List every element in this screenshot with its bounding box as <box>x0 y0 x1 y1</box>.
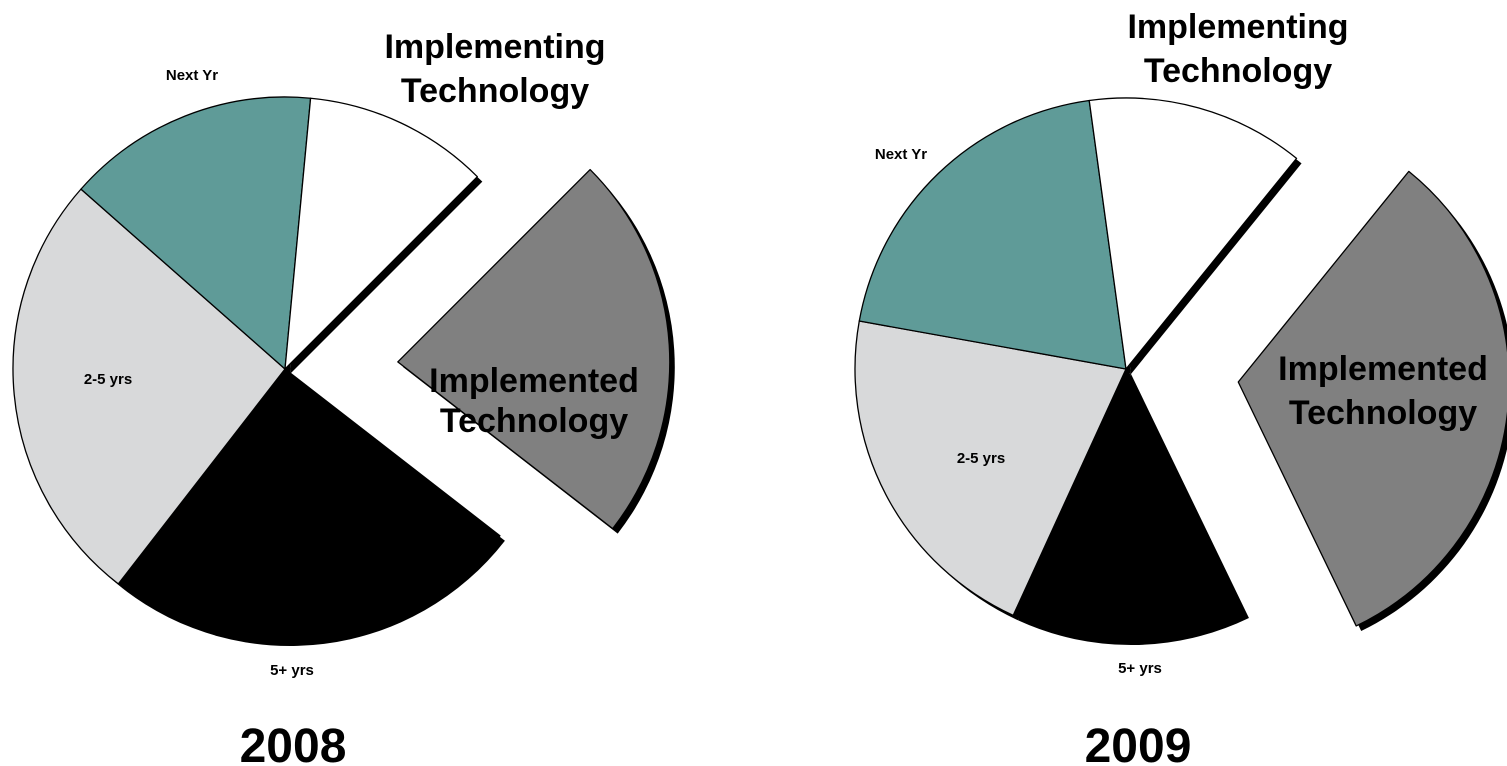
pie-chart-2008: Implemented Technology 5+ yrs 2-5 yrs Next Y… <box>12 28 675 766</box>
slice-implemented-technology <box>397 168 671 530</box>
slice-label-implemented-technology: Implemented Technology <box>1278 350 1488 432</box>
slice-implementing-technology <box>284 97 478 370</box>
slice-implemented-technology <box>1237 170 1507 627</box>
slice-label-next-yr: Next Yr <box>166 67 218 84</box>
slice-label-next-yr: Next Yr <box>875 146 927 163</box>
pie-chart-2009: Implemented Technology 5+ yrs 2-5 yrs Next Y… <box>854 8 1507 766</box>
slice-2-5-yrs <box>854 320 1127 617</box>
slice-label-implementing-technology: Implementing Technology <box>384 28 605 110</box>
chart-title: 2008 <box>240 720 347 766</box>
slice-2-5-yrs <box>12 188 286 585</box>
pie-slices <box>854 97 1507 641</box>
slice-implementing-technology <box>1088 97 1298 370</box>
slice-label-2-5-yrs: 2-5 yrs <box>957 450 1005 467</box>
chart-title: 2009 <box>1085 720 1192 766</box>
slice-label-implementing-technology: Implementing Technology <box>1127 8 1348 90</box>
slice-5-yrs <box>117 368 501 642</box>
slice-label-5-yrs: 5+ yrs <box>1118 660 1162 677</box>
slice-5-yrs <box>1012 368 1245 641</box>
slice-next-yr <box>80 96 312 370</box>
slice-next-yr <box>858 99 1127 370</box>
slice-label-5-yrs: 5+ yrs <box>270 662 314 679</box>
pie-slices <box>12 96 671 642</box>
slice-label-2-5-yrs: 2-5 yrs <box>84 371 132 388</box>
slice-label-implemented-technology: Implemented Technology <box>429 362 639 440</box>
